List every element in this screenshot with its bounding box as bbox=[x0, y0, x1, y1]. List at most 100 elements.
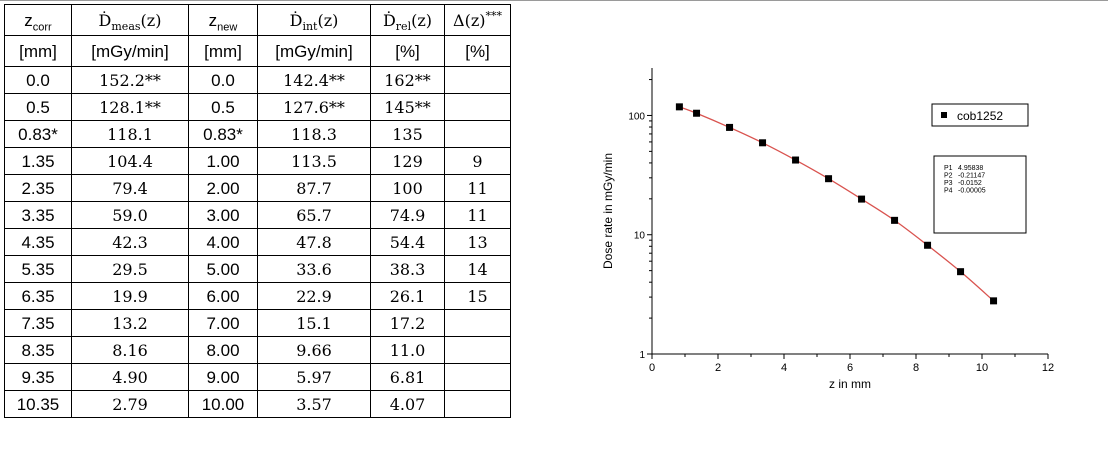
fit-param-value: -0.0152 bbox=[958, 180, 982, 187]
cell-zcorr: 8.35 bbox=[4, 336, 72, 364]
dose-table: zcorr Ḋmeas(z) znew Ḋint(z) Ḋrel(z) Δ(z)… bbox=[4, 4, 511, 418]
unit-znew: [mm] bbox=[188, 35, 258, 67]
cell-delta: 11 bbox=[444, 201, 511, 229]
cell-dint: 15.1 bbox=[257, 309, 371, 337]
cell-zcorr: 0.0 bbox=[4, 66, 72, 94]
cell-delta bbox=[444, 363, 511, 391]
table-row: 0.0 152.2** 0.0 142.4** 162** bbox=[4, 66, 511, 94]
cell-dint: 33.6 bbox=[257, 255, 371, 283]
cell-znew: 1.00 bbox=[188, 147, 258, 175]
cell-znew: 10.00 bbox=[188, 390, 258, 418]
table-row: 5.35 29.5 5.00 33.6 38.3 14 bbox=[4, 255, 511, 283]
table-row: 8.35 8.16 8.00 9.66 11.0 bbox=[4, 336, 511, 364]
header-zcorr: zcorr bbox=[4, 4, 72, 36]
cell-dmeas: 118.1 bbox=[71, 120, 189, 148]
x-tick-label: 10 bbox=[976, 362, 988, 374]
cell-delta bbox=[444, 66, 511, 94]
fit-param-name: P2 bbox=[944, 173, 953, 180]
x-tick-label: 0 bbox=[649, 362, 655, 374]
data-point bbox=[726, 123, 734, 131]
data-point bbox=[693, 109, 701, 117]
data-point bbox=[858, 195, 866, 203]
header-delta: Δ(z)*** bbox=[444, 4, 511, 36]
cell-dmeas: 13.2 bbox=[71, 309, 189, 337]
cell-zcorr: 2.35 bbox=[4, 174, 72, 202]
cell-zcorr: 6.35 bbox=[4, 282, 72, 310]
table-row: 10.35 2.79 10.00 3.57 4.07 bbox=[4, 390, 511, 418]
cell-znew: 7.00 bbox=[188, 309, 258, 337]
cell-delta bbox=[444, 93, 511, 121]
cell-dmeas: 4.90 bbox=[71, 363, 189, 391]
cell-zcorr: 0.83* bbox=[4, 120, 72, 148]
cell-dmeas: 19.9 bbox=[71, 282, 189, 310]
cell-drel: 4.07 bbox=[370, 390, 445, 418]
cell-drel: 11.0 bbox=[370, 336, 445, 364]
y-tick-label: 10 bbox=[634, 231, 646, 242]
table-row: 4.35 42.3 4.00 47.8 54.4 13 bbox=[4, 228, 511, 256]
fit-param-name: P4 bbox=[944, 188, 953, 195]
table-row: 1.35 104.4 1.00 113.5 129 9 bbox=[4, 147, 511, 175]
cell-zcorr: 10.35 bbox=[4, 390, 72, 418]
cell-dint: 118.3 bbox=[257, 120, 371, 148]
cell-zcorr: 4.35 bbox=[4, 228, 72, 256]
table-row: 0.5 128.1** 0.5 127.6** 145** bbox=[4, 93, 511, 121]
top-rule bbox=[0, 0, 1108, 1]
data-point bbox=[825, 175, 833, 183]
x-tick-label: 4 bbox=[781, 362, 787, 374]
cell-drel: 129 bbox=[370, 147, 445, 175]
dose-table-body: zcorr Ḋmeas(z) znew Ḋint(z) Ḋrel(z) Δ(z)… bbox=[4, 4, 511, 418]
data-point bbox=[759, 139, 767, 147]
table-row: 7.35 13.2 7.00 15.1 17.2 bbox=[4, 309, 511, 337]
cell-dmeas: 79.4 bbox=[71, 174, 189, 202]
data-point bbox=[675, 103, 683, 111]
x-tick-label: 2 bbox=[715, 362, 721, 374]
cell-delta bbox=[444, 336, 511, 364]
cell-dint: 65.7 bbox=[257, 201, 371, 229]
cell-dmeas: 59.0 bbox=[71, 201, 189, 229]
y-tick-label: 100 bbox=[628, 111, 645, 122]
cell-delta: 11 bbox=[444, 174, 511, 202]
cell-dmeas: 42.3 bbox=[71, 228, 189, 256]
header-row-units: [mm] [mGy/min] [mm] [mGy/min] [%] [%] bbox=[4, 35, 511, 67]
legend-label: cob1252 bbox=[957, 109, 1003, 123]
unit-delta: [%] bbox=[444, 35, 511, 67]
header-dmeas: Ḋmeas(z) bbox=[71, 4, 189, 36]
y-axis-label: Dose rate in mGy/min bbox=[601, 153, 615, 269]
cell-delta: 13 bbox=[444, 228, 511, 256]
table-row: 9.35 4.90 9.00 5.97 6.81 bbox=[4, 363, 511, 391]
cell-dint: 142.4** bbox=[257, 66, 371, 94]
fit-params-box bbox=[933, 155, 1027, 234]
cell-znew: 3.00 bbox=[188, 201, 258, 229]
header-dint: Ḋint(z) bbox=[257, 4, 371, 36]
cell-drel: 38.3 bbox=[370, 255, 445, 283]
x-tick-label: 12 bbox=[1042, 362, 1054, 374]
cell-dmeas: 104.4 bbox=[71, 147, 189, 175]
cell-dint: 22.9 bbox=[257, 282, 371, 310]
legend-marker bbox=[941, 112, 947, 118]
cell-znew: 0.0 bbox=[188, 66, 258, 94]
cell-znew: 2.00 bbox=[188, 174, 258, 202]
table-row: 3.35 59.0 3.00 65.7 74.9 11 bbox=[4, 201, 511, 229]
cell-delta: 14 bbox=[444, 255, 511, 283]
cell-znew: 0.5 bbox=[188, 93, 258, 121]
legend-box bbox=[931, 103, 1029, 127]
cell-znew: 9.00 bbox=[188, 363, 258, 391]
y-tick-label: 1 bbox=[639, 350, 645, 361]
cell-dmeas: 2.79 bbox=[71, 390, 189, 418]
cell-delta bbox=[444, 120, 511, 148]
x-tick-label: 6 bbox=[847, 362, 853, 374]
cell-znew: 5.00 bbox=[188, 255, 258, 283]
cell-drel: 26.1 bbox=[370, 282, 445, 310]
cell-delta bbox=[444, 390, 511, 418]
cell-dint: 87.7 bbox=[257, 174, 371, 202]
table-row: 0.83* 118.1 0.83* 118.3 135 bbox=[4, 120, 511, 148]
data-point bbox=[990, 297, 998, 305]
cell-zcorr: 1.35 bbox=[4, 147, 72, 175]
cell-zcorr: 9.35 bbox=[4, 363, 72, 391]
cell-dmeas: 152.2** bbox=[71, 66, 189, 94]
cell-delta bbox=[444, 309, 511, 337]
header-row-symbols: zcorr Ḋmeas(z) znew Ḋint(z) Ḋrel(z) Δ(z)… bbox=[4, 4, 511, 36]
cell-drel: 17.2 bbox=[370, 309, 445, 337]
cell-dint: 9.66 bbox=[257, 336, 371, 364]
table-row: 2.35 79.4 2.00 87.7 100 11 bbox=[4, 174, 511, 202]
